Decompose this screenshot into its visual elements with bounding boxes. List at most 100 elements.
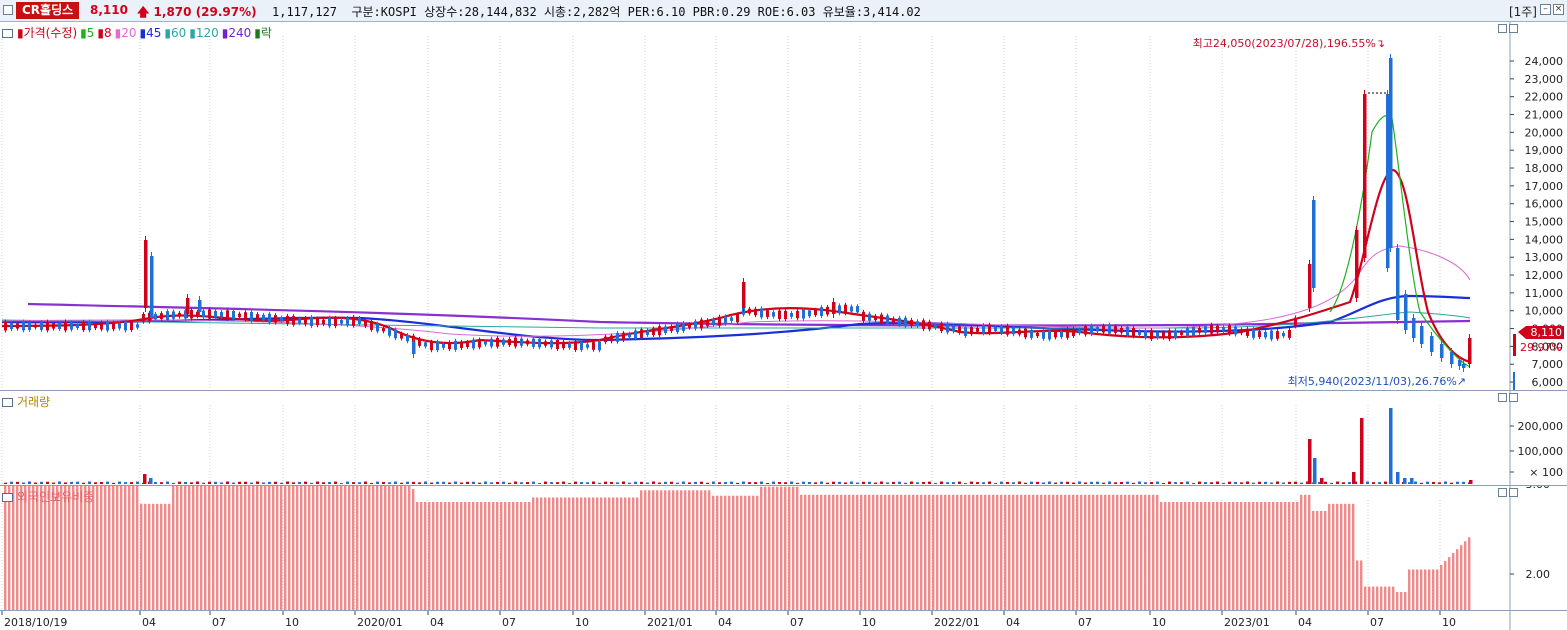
panel-minimize-button[interactable] — [1498, 393, 1507, 402]
ownership-bar — [616, 497, 619, 610]
volume-chart[interactable]: 200,000 100,000 × 100 — [0, 391, 1567, 485]
select-checkbox[interactable] — [3, 5, 13, 15]
volume-bar — [298, 481, 301, 484]
ownership-bar — [32, 486, 35, 610]
ownership-bar — [324, 486, 327, 610]
period-selector[interactable]: [1주] — [1508, 5, 1537, 19]
candle-body — [232, 310, 235, 320]
legend-item[interactable]: ▮45 — [139, 26, 162, 40]
ownership-bar — [36, 486, 39, 610]
volume-bar — [220, 482, 223, 484]
ownership-bar — [16, 486, 19, 610]
volume-bar — [598, 482, 601, 484]
candle-body — [1096, 326, 1099, 332]
ownership-bar — [204, 486, 207, 610]
volume-bar — [766, 482, 769, 484]
panel-minimize-button[interactable] — [1498, 24, 1507, 33]
price-chart[interactable]: 24,000 23,000 22,000 21,000 20,000 19,000 18,0… — [0, 22, 1567, 390]
candle-body — [742, 282, 746, 308]
volume-bar — [4, 482, 7, 484]
close-button[interactable]: × — [1553, 4, 1564, 15]
panel-close-button[interactable] — [1509, 24, 1518, 33]
candle-body — [850, 306, 853, 312]
candle-body — [388, 327, 391, 336]
candle-body — [784, 310, 787, 320]
candle-body — [508, 338, 511, 346]
ownership-bar — [1300, 494, 1303, 610]
panel-minimize-button[interactable] — [1498, 488, 1507, 497]
volume-bar — [1066, 481, 1069, 484]
legend-item[interactable]: ▮240 — [221, 26, 252, 40]
x-tick-label: 07 — [502, 616, 516, 629]
ownership-bar — [964, 494, 967, 610]
volume-bar — [892, 481, 895, 484]
legend-item[interactable]: ▮60 — [164, 26, 187, 40]
panel-toggle-icon[interactable] — [2, 398, 13, 407]
volume-bar — [58, 481, 61, 484]
ownership-bar — [64, 486, 67, 610]
volume-bar — [160, 482, 163, 484]
ownership-bar — [376, 486, 379, 610]
foreign-ownership-panel[interactable]: 외국인보유비중 3.00 2.00 — [0, 486, 1567, 610]
candle-body — [1162, 332, 1165, 338]
minimize-button[interactable]: – — [1540, 4, 1551, 15]
ownership-bar — [192, 486, 195, 610]
candle-body — [1294, 317, 1297, 327]
volume-bar — [568, 482, 571, 484]
volume-bar — [1030, 481, 1033, 484]
candle-body — [718, 316, 721, 326]
foreign-ownership-chart[interactable]: 3.00 2.00 — [0, 486, 1567, 610]
candle-body — [1246, 328, 1249, 336]
volume-bar — [112, 482, 115, 484]
candle-body — [40, 322, 43, 330]
ownership-bar — [948, 494, 951, 610]
stock-name-badge[interactable]: CR홀딩스 — [16, 2, 80, 19]
candle-body — [118, 323, 121, 329]
ownership-bar — [252, 486, 255, 610]
candle-body — [1264, 331, 1267, 338]
ownership-bar — [84, 486, 87, 610]
ownership-bar — [992, 494, 995, 610]
ownership-bar — [1408, 569, 1411, 610]
ownership-bar — [1016, 494, 1019, 610]
legend-item[interactable]: ▮가격(수정) — [17, 26, 78, 40]
volume-bar — [442, 481, 445, 484]
candle-body — [802, 309, 805, 319]
candle-body — [76, 324, 79, 328]
ownership-bar — [1160, 502, 1163, 610]
panel-close-button[interactable] — [1509, 393, 1518, 402]
legend-item[interactable]: ▮20 — [114, 26, 137, 40]
candle-body — [628, 333, 631, 338]
panel-toggle-icon[interactable] — [2, 29, 13, 38]
candle-body — [1186, 328, 1189, 337]
legend-item[interactable]: ▮120 — [189, 26, 219, 40]
current-price-tag-arrow — [1518, 326, 1526, 339]
volume-bar — [1258, 481, 1261, 484]
candle-body — [964, 327, 967, 337]
volume-chart-panel[interactable]: 거래량 200,000 100,000 × 100 — [0, 391, 1567, 485]
price-chart-panel[interactable]: ▮가격(수정) ▮5 ▮8 ▮20 ▮45 ▮60 ▮120 ▮240 ▮락 24,000 23,… — [0, 22, 1567, 390]
candle-body — [34, 324, 37, 328]
candle-body — [1355, 230, 1359, 298]
ownership-bar — [1356, 560, 1359, 610]
panel-close-button[interactable] — [1509, 488, 1518, 497]
ownership-bar — [528, 502, 531, 610]
volume-bar — [184, 481, 187, 484]
ownership-bar — [704, 490, 707, 610]
candle-body — [1054, 331, 1057, 338]
legend-item[interactable]: ▮5 — [80, 26, 95, 40]
panel-toggle-icon[interactable] — [2, 493, 13, 502]
candle-body — [778, 310, 781, 320]
ownership-bar — [128, 486, 131, 610]
volume-bar — [1414, 481, 1417, 484]
ownership-bar — [636, 497, 639, 610]
volume-bar — [1306, 481, 1309, 484]
candle-body — [1108, 324, 1111, 334]
candle-body — [1180, 331, 1183, 335]
ownership-bar — [544, 497, 547, 610]
ownership-bar — [612, 497, 615, 610]
legend-item[interactable]: ▮8 — [97, 26, 112, 40]
volume-bar — [538, 482, 541, 484]
legend-item[interactable]: ▮락 — [254, 26, 272, 40]
ownership-bar — [1084, 494, 1087, 610]
